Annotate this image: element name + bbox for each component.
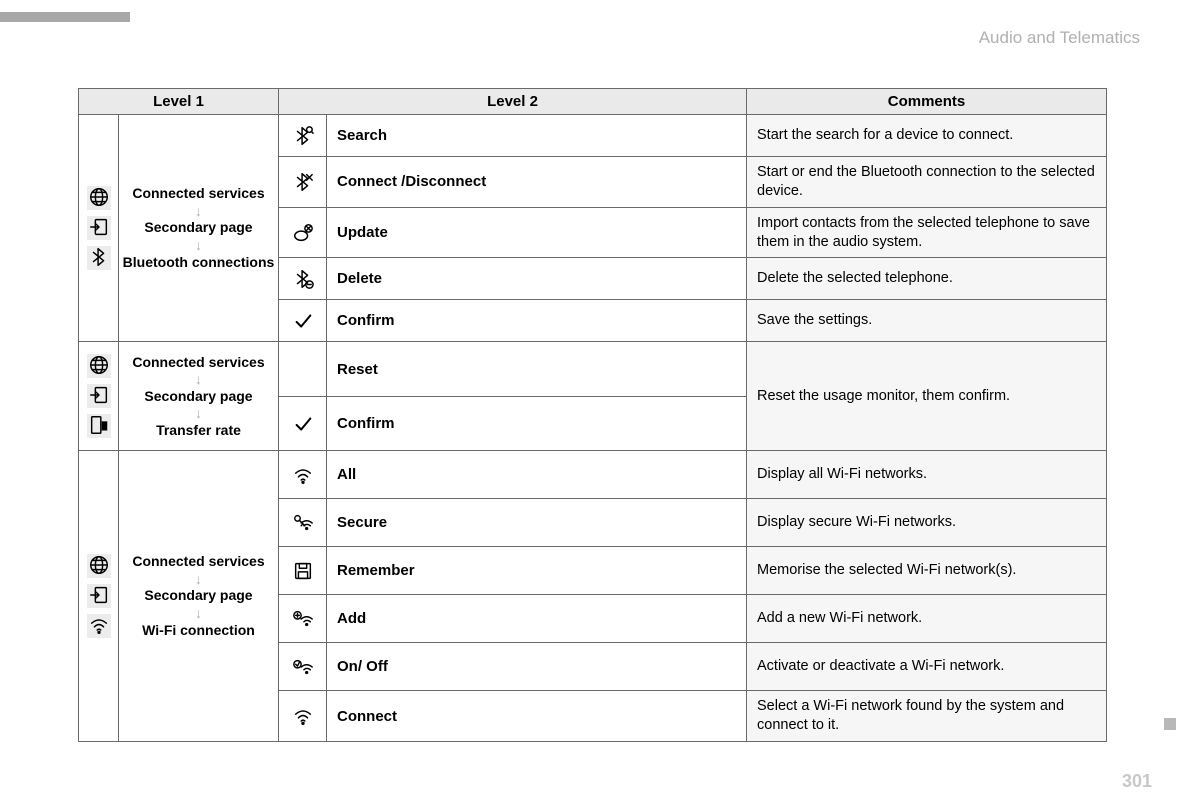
- wifi-chk-icon: [279, 656, 326, 678]
- action-icon-cell: [279, 258, 327, 300]
- action-label: All: [327, 451, 747, 499]
- action-label: Add: [327, 595, 747, 643]
- globe-icon: [87, 186, 111, 210]
- globe-icon: [87, 554, 111, 578]
- bt-x-icon: [279, 171, 326, 193]
- action-label: Search: [327, 115, 747, 157]
- action-label: Connect: [327, 691, 747, 742]
- action-label: Secure: [327, 499, 747, 547]
- action-icon-cell: [279, 691, 327, 742]
- comment-cell: Add a new Wi-Fi network.: [747, 595, 1107, 643]
- globe-icon: [87, 354, 111, 378]
- comment-cell: Select a Wi-Fi network found by the syst…: [747, 691, 1107, 742]
- table-row: Connected services↓Secondary page↓Transf…: [79, 342, 1107, 397]
- wifi-plus-icon: [279, 608, 326, 630]
- action-label: Remember: [327, 547, 747, 595]
- page-number: 301: [1122, 771, 1152, 792]
- nav-step: Secondary page: [121, 587, 276, 605]
- enter-icon: [87, 216, 111, 240]
- nav-breadcrumb: Connected services↓Secondary page↓Blueto…: [119, 115, 279, 342]
- action-icon-cell: [279, 451, 327, 499]
- menu-table: Level 1 Level 2 Comments Connected servi…: [78, 88, 1107, 742]
- bt-search-icon: [279, 125, 326, 147]
- comment-cell: Import contacts from the selected teleph…: [747, 207, 1107, 258]
- action-icon-cell: [279, 595, 327, 643]
- th-level1: Level 1: [79, 89, 279, 115]
- bt-del-icon: [279, 268, 326, 290]
- nav-step: Connected services: [121, 553, 276, 571]
- action-icon-cell: [279, 157, 327, 208]
- header-row: Level 1 Level 2 Comments: [79, 89, 1107, 115]
- save-icon: [279, 560, 326, 582]
- comment-cell: Save the settings.: [747, 300, 1107, 342]
- comment-cell: Display secure Wi-Fi networks.: [747, 499, 1107, 547]
- check-icon: [279, 310, 326, 332]
- nav-icons-cell: [79, 451, 119, 742]
- action-icon-cell: [279, 115, 327, 157]
- action-label: Delete: [327, 258, 747, 300]
- action-label: Confirm: [327, 300, 747, 342]
- wifi-icon: [87, 614, 111, 638]
- wifi-key-icon: [279, 512, 326, 534]
- action-icon-cell: [279, 643, 327, 691]
- nav-step: Secondary page: [121, 388, 276, 406]
- comment-cell: Delete the selected telephone.: [747, 258, 1107, 300]
- arrow-down-icon: ↓: [121, 205, 276, 218]
- nav-step: Connected services: [121, 354, 276, 372]
- action-icon-cell: [279, 207, 327, 258]
- comment-cell: Start or end the Bluetooth connection to…: [747, 157, 1107, 208]
- transfer-icon: [87, 414, 111, 438]
- nav-step: Wi-Fi connection: [121, 622, 276, 640]
- comment-cell: Memorise the selected Wi-Fi network(s).: [747, 547, 1107, 595]
- th-level2: Level 2: [279, 89, 747, 115]
- arrow-down-icon: ↓: [121, 607, 276, 620]
- action-label: Update: [327, 207, 747, 258]
- nav-breadcrumb: Connected services↓Secondary page↓Transf…: [119, 342, 279, 451]
- nav-icons-cell: [79, 342, 119, 451]
- bluetooth-icon: [87, 246, 111, 270]
- action-icon-cell: [279, 547, 327, 595]
- top-grey-bar: [0, 12, 130, 22]
- nav-step: Connected services: [121, 185, 276, 203]
- comment-cell: Reset the usage monitor, them confirm.: [747, 342, 1107, 451]
- comment-cell: Activate or deactivate a Wi-Fi network.: [747, 643, 1107, 691]
- nav-step: Bluetooth connections: [121, 254, 276, 272]
- nav-icons-cell: [79, 115, 119, 342]
- arrow-down-icon: ↓: [121, 373, 276, 386]
- nav-step: Secondary page: [121, 219, 276, 237]
- action-icon-cell: [279, 499, 327, 547]
- action-label: Confirm: [327, 396, 747, 451]
- arrow-down-icon: ↓: [121, 407, 276, 420]
- enter-icon: [87, 384, 111, 408]
- table-row: Connected services↓Secondary page↓Wi-Fi …: [79, 451, 1107, 499]
- nav-step: Transfer rate: [121, 422, 276, 440]
- action-icon-cell: [279, 396, 327, 451]
- action-label: Reset: [327, 342, 747, 397]
- update-icon: [279, 222, 326, 244]
- check-icon: [279, 413, 326, 435]
- enter-icon: [87, 584, 111, 608]
- wifi-icon: [279, 464, 326, 486]
- th-comments: Comments: [747, 89, 1107, 115]
- table-row: Connected services↓Secondary page↓Blueto…: [79, 115, 1107, 157]
- arrow-down-icon: ↓: [121, 573, 276, 586]
- action-label: Connect /Disconnect: [327, 157, 747, 208]
- nav-breadcrumb: Connected services↓Secondary page↓Wi-Fi …: [119, 451, 279, 742]
- action-icon-cell: [279, 300, 327, 342]
- corner-square: [1164, 718, 1176, 730]
- section-header: Audio and Telematics: [979, 28, 1140, 48]
- action-icon-cell: [279, 342, 327, 397]
- comment-cell: Start the search for a device to connect…: [747, 115, 1107, 157]
- action-label: On/ Off: [327, 643, 747, 691]
- comment-cell: Display all Wi-Fi networks.: [747, 451, 1107, 499]
- wifi-icon: [279, 705, 326, 727]
- arrow-down-icon: ↓: [121, 239, 276, 252]
